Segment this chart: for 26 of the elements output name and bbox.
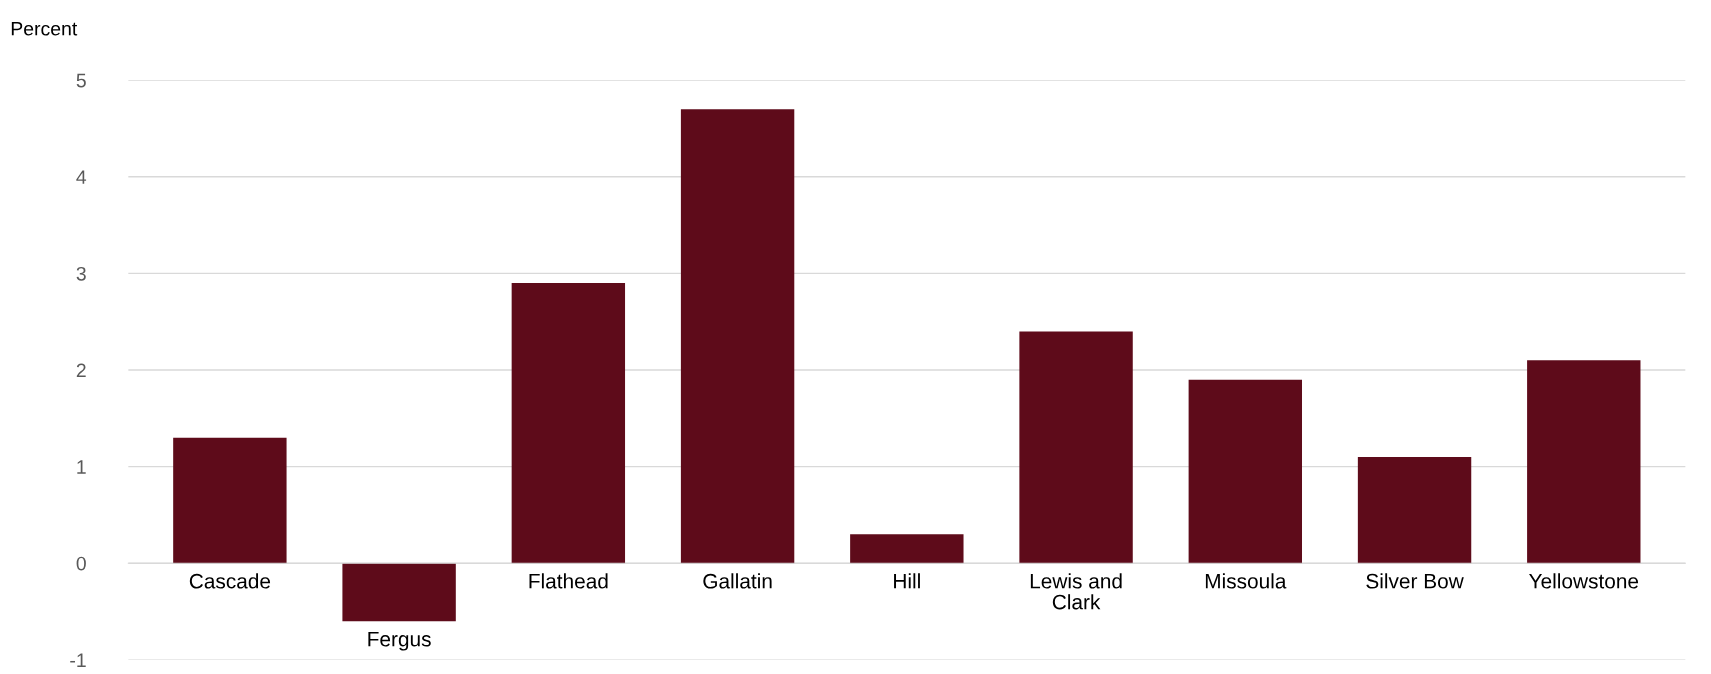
y-tick-label: -1 [70, 653, 86, 667]
y-tick-label: 3 [76, 266, 86, 281]
x-tick-label: Lewis and Clark [1030, 573, 1122, 610]
bar [511, 283, 626, 564]
bar [1019, 331, 1133, 564]
y-tick-label: 5 [76, 73, 86, 88]
x-tick-label: Hill [894, 573, 920, 589]
bar [342, 563, 456, 622]
x-tick-label: Missoula [1205, 573, 1287, 589]
x-tick-label: Cascade [189, 573, 271, 589]
y-axis-title: Percent [11, 21, 78, 36]
bar [850, 534, 964, 564]
x-tick-label: Flathead [529, 573, 608, 589]
bar [1527, 360, 1641, 564]
bar [173, 437, 287, 564]
x-tick-label: Fergus [368, 631, 431, 651]
bar [1357, 456, 1472, 564]
y-tick-label: 2 [76, 363, 86, 378]
bar [1188, 379, 1303, 564]
x-tick-label: Yellowstone [1529, 573, 1639, 589]
bar [680, 109, 795, 564]
x-tick-label: Silver Bow [1366, 573, 1464, 589]
y-tick-label: 0 [76, 556, 86, 571]
y-tick-label: 1 [77, 460, 86, 474]
y-tick-label: 4 [76, 170, 87, 184]
x-tick-label: Gallatin [703, 573, 772, 589]
